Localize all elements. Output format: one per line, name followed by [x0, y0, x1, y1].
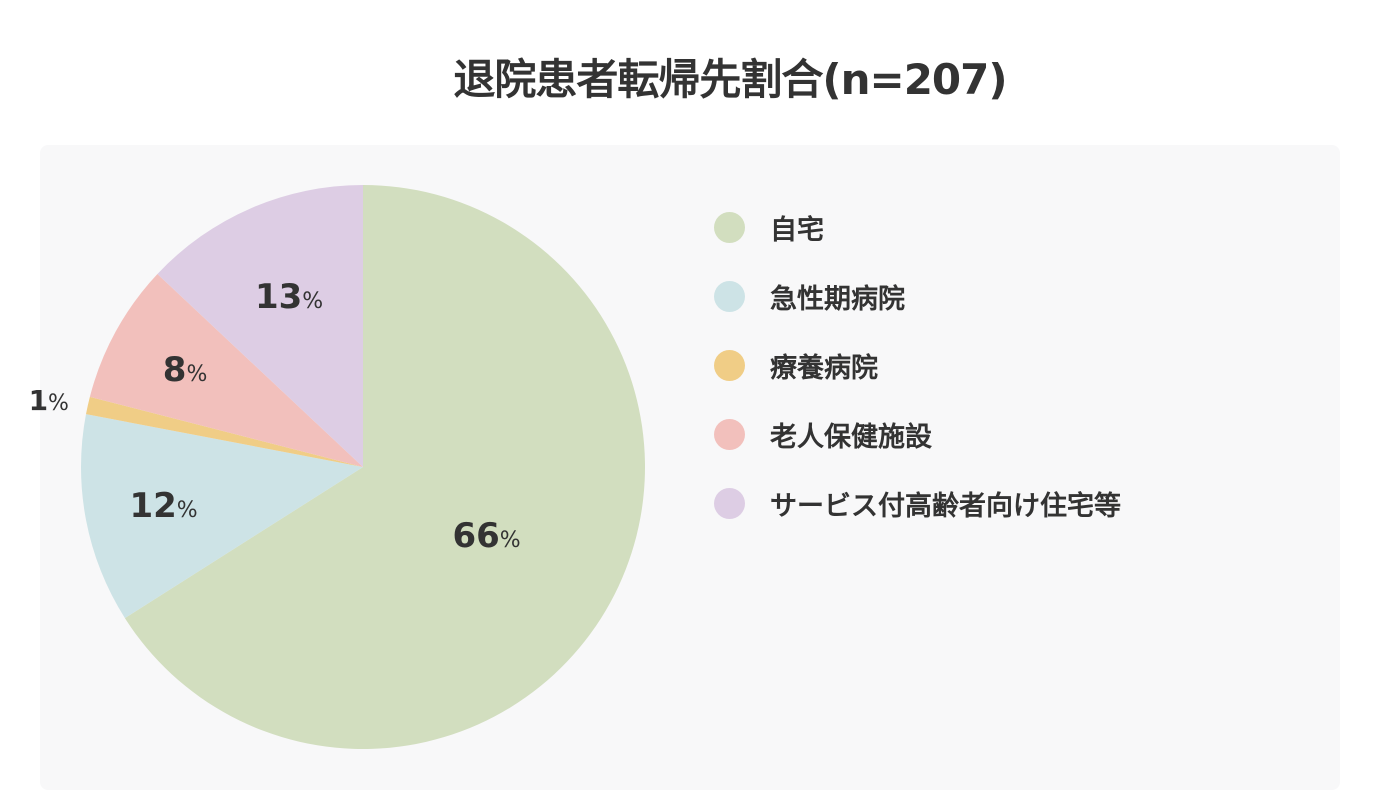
legend-label: 老人保健施設 [770, 422, 932, 453]
slice-value-label: 8% [163, 350, 208, 390]
chart-title: 退院患者転帰先割合(n=207) [453, 55, 1007, 104]
legend: 自宅 急性期病院 療養病院 老人保健施設 サービス付高齢者向け住宅等 [714, 193, 1121, 538]
slice-value-label: 1% [29, 384, 69, 417]
legend-swatch [714, 350, 745, 381]
legend-item: 療養病院 [714, 331, 1121, 400]
legend-label: サービス付高齢者向け住宅等 [770, 491, 1121, 522]
slice-value-label: 13% [255, 277, 323, 317]
legend-item: 自宅 [714, 193, 1121, 262]
pie-slice [124, 185, 646, 749]
legend-label: 急性期病院 [770, 284, 905, 315]
legend-swatch [714, 488, 745, 519]
slice-value-label: 66% [452, 516, 520, 556]
legend-label: 療養病院 [770, 353, 878, 384]
legend-swatch [714, 212, 745, 243]
legend-swatch [714, 419, 745, 450]
legend-label: 自宅 [770, 215, 824, 246]
pie-slice [81, 414, 364, 619]
pie-slice [89, 273, 363, 467]
legend-swatch [714, 281, 745, 312]
legend-item: 急性期病院 [714, 262, 1121, 331]
legend-item: サービス付高齢者向け住宅等 [714, 469, 1121, 538]
pie-slice [85, 396, 363, 467]
slice-value-label: 12% [129, 486, 197, 526]
pie-slice [157, 185, 363, 467]
legend-item: 老人保健施設 [714, 400, 1121, 469]
